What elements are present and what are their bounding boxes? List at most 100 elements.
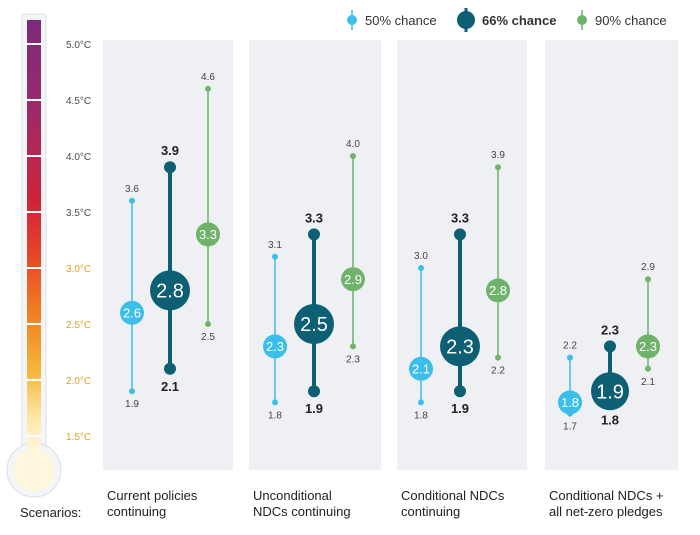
low-value-label: 1.8 [414, 410, 428, 421]
legend: 50% chance 66% chance 90% chance [0, 8, 700, 32]
mid-value-label: 2.9 [344, 272, 362, 287]
scenario-label-line2: all net-zero pledges [549, 504, 663, 519]
high-value-label: 3.3 [305, 210, 323, 225]
range-low-cap [418, 399, 424, 406]
legend-marker-66-icon [457, 8, 475, 32]
mid-value-label: 2.1 [412, 361, 430, 376]
low-value-label: 2.1 [161, 379, 179, 394]
range-high-cap [567, 354, 573, 361]
mid-point [341, 267, 365, 292]
y-tick-label: 5.0°C [66, 40, 91, 51]
mid-point [486, 278, 510, 303]
range-high-cap [272, 253, 278, 260]
high-value-label: 4.6 [201, 72, 215, 83]
low-value-label: 2.1 [641, 377, 655, 388]
thermometer-bulb-fill [13, 449, 55, 491]
scenario-label: Conditional NDCs + all net-zero pledges [549, 488, 664, 520]
high-value-label: 3.6 [125, 184, 139, 195]
legend-item-90: 90% chance [576, 8, 667, 32]
mid-value-label: 2.8 [489, 283, 507, 298]
mid-value-label: 2.3 [446, 337, 474, 359]
mid-value-label: 2.3 [266, 339, 284, 354]
scenario-label-line1: Conditional NDCs [401, 488, 505, 503]
range-high-cap [308, 228, 320, 241]
low-value-label: 2.3 [346, 354, 360, 365]
range-low-cap [495, 354, 501, 361]
mid-value-label: 2.6 [123, 305, 141, 320]
y-tick-label: 1.5°C [66, 432, 91, 443]
low-value-label: 1.7 [563, 422, 577, 433]
mid-value-label: 2.5 [300, 314, 328, 336]
mid-point [440, 326, 480, 367]
y-tick-label: 2.0°C [66, 376, 91, 387]
y-tick-label: 4.0°C [66, 152, 91, 163]
mid-point [150, 270, 190, 311]
low-value-label: 1.8 [268, 410, 282, 421]
scenario-label-line1: Conditional NDCs + [549, 488, 664, 503]
range-low-cap [350, 343, 356, 350]
legend-item-66: 66% chance [456, 8, 556, 32]
scenario-label-line2: continuing [401, 504, 461, 519]
legend-marker-90-icon [577, 10, 587, 30]
high-value-label: 3.0 [414, 251, 428, 262]
scenario-label-line2: continuing [107, 504, 167, 519]
range-low-cap [454, 385, 466, 398]
low-value-label: 2.2 [491, 366, 505, 377]
high-value-label: 3.1 [268, 240, 282, 251]
scenario-label: Unconditional NDCs continuing [253, 488, 351, 520]
low-value-label: 1.9 [125, 399, 139, 410]
range-high-cap [604, 340, 616, 353]
high-value-label: 3.9 [491, 150, 505, 161]
mid-point [294, 304, 334, 344]
range-low-cap [205, 321, 211, 327]
legend-label-90: 90% chance [595, 12, 667, 28]
range-high-cap [205, 85, 211, 92]
range-low-cap [164, 362, 176, 375]
legend-label-66: 66% chance [482, 12, 557, 28]
scenario-label: Conditional NDCs continuing [401, 488, 504, 520]
range-high-cap [129, 197, 135, 204]
scenario-label: Current policies continuing [107, 488, 197, 520]
legend-marker-50-icon [347, 10, 357, 30]
low-value-label: 2.5 [201, 332, 215, 343]
range-high-cap [454, 228, 466, 241]
mid-point [636, 334, 660, 359]
mid-point [120, 300, 144, 325]
high-value-label: 2.3 [601, 322, 619, 337]
range-high-cap [350, 153, 356, 159]
range-low-cap [129, 388, 135, 395]
legend-item-50: 50% chance [346, 8, 437, 32]
mid-point [196, 222, 220, 247]
mid-point [591, 372, 629, 411]
range-high-cap [495, 164, 501, 171]
range-low-cap [272, 399, 278, 406]
range-low-cap [645, 365, 651, 372]
low-value-label: 1.9 [451, 401, 469, 416]
mid-value-label: 2.3 [639, 339, 657, 354]
scenario-label-line1: Unconditional [253, 488, 332, 503]
mid-value-label: 1.8 [561, 395, 579, 410]
mid-point [409, 356, 433, 381]
mid-point [263, 334, 287, 359]
y-tick-label: 4.5°C [66, 96, 91, 107]
high-value-label: 2.9 [641, 262, 655, 273]
thermometer-fill [27, 20, 41, 450]
range-high-cap [645, 276, 651, 283]
mid-point [558, 390, 582, 415]
y-tick-label: 3.0°C [66, 264, 91, 275]
low-value-label: 1.8 [601, 412, 619, 427]
y-tick-label: 2.5°C [66, 320, 91, 331]
mid-value-label: 2.8 [156, 281, 184, 303]
high-value-label: 3.3 [451, 210, 469, 225]
scenario-label-line1: Current policies [107, 488, 198, 503]
low-value-label: 1.9 [305, 401, 323, 416]
legend-label-50: 50% chance [365, 12, 437, 28]
mid-value-label: 3.3 [199, 227, 217, 242]
high-value-label: 2.2 [563, 341, 577, 352]
scenario-label-line2: NDCs continuing [253, 504, 351, 519]
y-tick-label: 3.5°C [66, 208, 91, 219]
mid-value-label: 1.9 [596, 381, 624, 403]
range-high-cap [164, 161, 176, 174]
high-value-label: 3.9 [161, 143, 179, 158]
